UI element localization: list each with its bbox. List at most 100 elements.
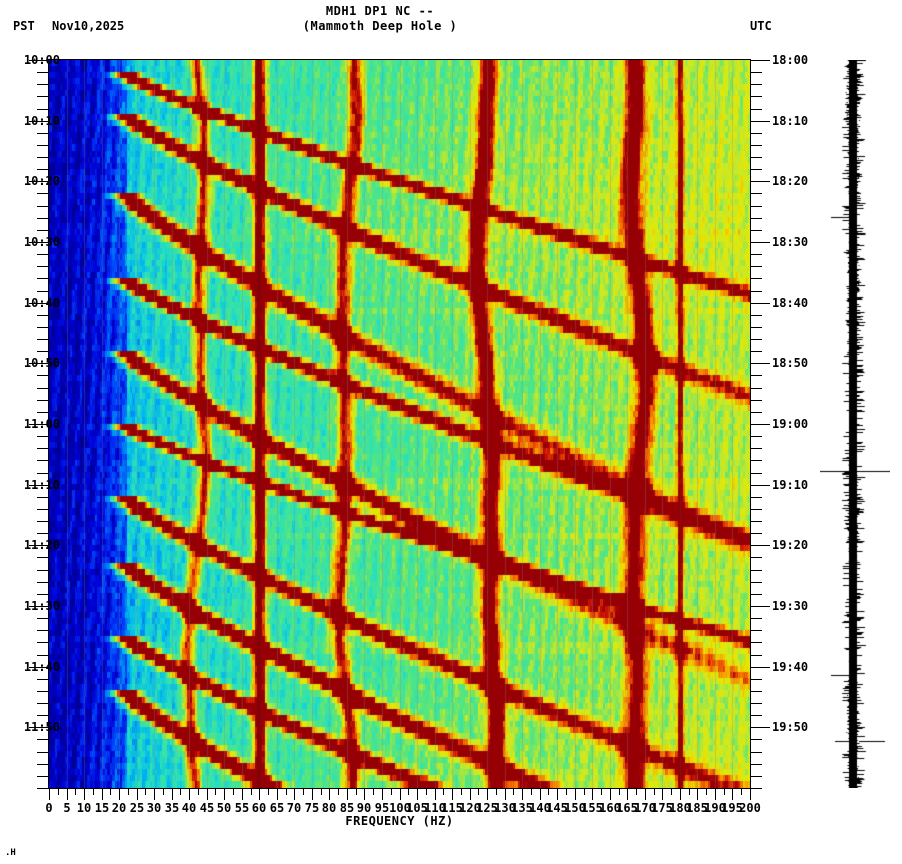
frequency-tick-minor [321, 789, 322, 795]
frequency-tick-minor [145, 789, 146, 795]
time-tick-minor [37, 448, 48, 449]
time-label-utc: 19:10 [772, 478, 809, 492]
plot-border-right [750, 59, 751, 789]
frequency-tick-minor [215, 789, 216, 795]
time-label-utc: 18:20 [772, 174, 809, 188]
frequency-tick-minor [373, 789, 374, 795]
time-tick-minor [37, 254, 48, 255]
time-tick-minor [751, 169, 762, 170]
frequency-label: 190 [704, 801, 726, 815]
time-label-utc: 18:50 [772, 356, 809, 370]
time-tick-minor [751, 655, 762, 656]
time-label-utc: 18:30 [772, 235, 809, 249]
time-tick-minor [751, 630, 762, 631]
time-tick-minor [37, 96, 48, 97]
time-tick-minor [37, 109, 48, 110]
time-tick-minor [37, 764, 48, 765]
date-label: Nov10,2025 [52, 19, 125, 33]
time-tick-minor [37, 157, 48, 158]
frequency-label: 40 [181, 801, 197, 815]
frequency-tick-major [522, 789, 523, 800]
time-tick-major-right [751, 363, 770, 364]
frequency-tick-major [119, 789, 120, 800]
time-tick-major-right [751, 181, 770, 182]
frequency-tick-major [435, 789, 436, 800]
frequency-tick-major [49, 789, 50, 800]
time-tick-minor [751, 473, 762, 474]
frequency-label: 180 [669, 801, 691, 815]
time-tick-major-left [29, 667, 48, 668]
time-tick-minor [37, 145, 48, 146]
frequency-tick-major [382, 789, 383, 800]
frequency-label: 45 [199, 801, 215, 815]
time-label-pst: 11:20 [23, 538, 60, 552]
frequency-label: 170 [634, 801, 656, 815]
frequency-label: 130 [494, 801, 516, 815]
time-tick-minor [37, 388, 48, 389]
frequency-tick-minor [531, 789, 532, 795]
time-label-pst: 10:40 [23, 296, 60, 310]
time-tick-minor [37, 533, 48, 534]
time-tick-minor [37, 582, 48, 583]
time-tick-minor [37, 169, 48, 170]
time-tick-minor [37, 206, 48, 207]
time-tick-minor [751, 460, 762, 461]
plot-border-left [48, 59, 49, 789]
time-label-pst: 10:10 [23, 114, 60, 128]
time-label-utc: 19:50 [772, 720, 809, 734]
station-subtitle: (Mammoth Deep Hole ) [302, 19, 458, 33]
time-tick-major-right [751, 303, 770, 304]
time-tick-major-left [29, 181, 48, 182]
time-tick-minor [751, 109, 762, 110]
frequency-tick-major [662, 789, 663, 800]
time-tick-major-left [29, 121, 48, 122]
time-tick-minor [37, 642, 48, 643]
time-label-pst: 10:20 [23, 174, 60, 188]
frequency-label: 195 [721, 801, 743, 815]
frequency-tick-minor [689, 789, 690, 795]
time-tick-minor [37, 218, 48, 219]
time-tick-minor [751, 776, 762, 777]
frequency-tick-major [750, 789, 751, 800]
frequency-label: 135 [511, 801, 533, 815]
time-label-pst: 11:50 [23, 720, 60, 734]
frequency-tick-major [715, 789, 716, 800]
frequency-tick-minor [163, 789, 164, 795]
spectrogram-plot[interactable] [49, 60, 750, 788]
frequency-tick-major [557, 789, 558, 800]
time-tick-minor [751, 594, 762, 595]
frequency-tick-major [470, 789, 471, 800]
time-tick-minor [37, 509, 48, 510]
time-tick-minor [37, 84, 48, 85]
seismogram-canvas [820, 60, 890, 788]
time-tick-minor [37, 703, 48, 704]
time-tick-minor [751, 788, 762, 789]
spectrogram-canvas [49, 60, 750, 788]
frequency-tick-minor [198, 789, 199, 795]
frequency-tick-major [224, 789, 225, 800]
time-label-pst: 11:30 [23, 599, 60, 613]
frequency-tick-major [84, 789, 85, 800]
time-tick-minor [751, 193, 762, 194]
frequency-tick-minor [286, 789, 287, 795]
seismogram-trace[interactable] [820, 60, 890, 788]
frequency-tick-minor [654, 789, 655, 795]
frequency-tick-minor [391, 789, 392, 795]
frequency-tick-major [277, 789, 278, 800]
plot-border-top [49, 59, 751, 60]
time-label-utc: 19:40 [772, 660, 809, 674]
time-tick-major-left [29, 242, 48, 243]
time-tick-minor [37, 739, 48, 740]
frequency-tick-major [592, 789, 593, 800]
time-tick-minor [751, 618, 762, 619]
frequency-label: 65 [269, 801, 285, 815]
time-tick-minor [37, 679, 48, 680]
time-tick-minor [751, 521, 762, 522]
frequency-tick-major [680, 789, 681, 800]
time-label-utc: 19:00 [772, 417, 809, 431]
frequency-tick-minor [443, 789, 444, 795]
frequency-tick-minor [251, 789, 252, 795]
time-tick-minor [751, 509, 762, 510]
time-tick-minor [751, 206, 762, 207]
time-tick-minor [37, 521, 48, 522]
